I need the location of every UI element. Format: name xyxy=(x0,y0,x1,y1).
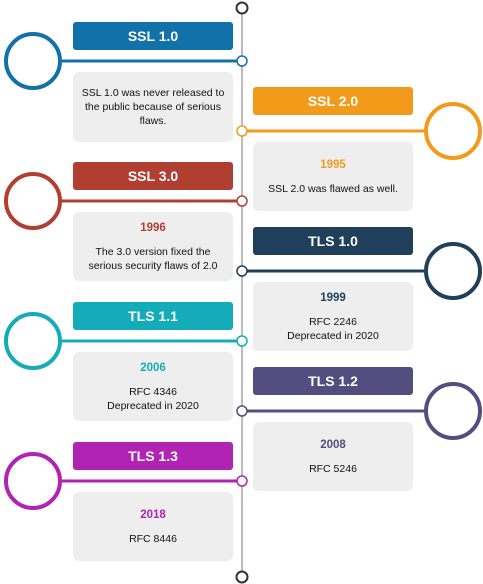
event-title-tls-1-1: TLS 1.1 xyxy=(73,302,233,330)
event-year-ssl-3-0: 1996 xyxy=(140,221,166,234)
event-year-tls-1-2: 2008 xyxy=(320,438,346,451)
ring-tls-1-0 xyxy=(424,242,482,300)
ring-ssl-1-0 xyxy=(4,32,62,90)
event-title-tls-1-0: TLS 1.0 xyxy=(253,227,413,255)
event-desc-ssl-1-0: SSL 1.0 was never released to the public… xyxy=(81,87,225,127)
ring-ssl-2-0 xyxy=(424,102,482,160)
event-desc-tls-1-1: RFC 4346 Deprecated in 2020 xyxy=(107,385,199,412)
timeline-start-node xyxy=(235,1,249,15)
node-ssl-1-0 xyxy=(236,55,248,67)
event-title-ssl-3-0: SSL 3.0 xyxy=(73,162,233,190)
event-card-tls-1-3: 2018 RFC 8446 xyxy=(73,492,233,561)
node-tls-1-0 xyxy=(236,265,248,277)
event-card-tls-1-2: 2008 RFC 5246 xyxy=(253,422,413,491)
node-ssl-3-0 xyxy=(236,195,248,207)
node-tls-1-1 xyxy=(236,335,248,347)
event-title-tls-1-3: TLS 1.3 xyxy=(73,442,233,470)
ring-tls-1-2 xyxy=(424,382,482,440)
event-year-tls-1-3: 2018 xyxy=(140,508,166,521)
node-tls-1-2 xyxy=(236,405,248,417)
timeline-end-node xyxy=(235,570,249,584)
event-title-ssl-1-0: SSL 1.0 xyxy=(73,22,233,50)
event-year-ssl-2-0: 1995 xyxy=(320,158,346,171)
event-title-tls-1-2: TLS 1.2 xyxy=(253,367,413,395)
event-card-tls-1-0: 1999 RFC 2246 Deprecated in 2020 xyxy=(253,282,413,351)
ring-ssl-3-0 xyxy=(4,172,62,230)
event-card-ssl-2-0: 1995 SSL 2.0 was flawed as well. xyxy=(253,142,413,211)
event-card-ssl-1-0: SSL 1.0 was never released to the public… xyxy=(73,72,233,142)
event-year-tls-1-1: 2006 xyxy=(140,361,166,374)
event-desc-tls-1-3: RFC 8446 xyxy=(129,532,177,545)
ring-tls-1-3 xyxy=(4,452,62,510)
event-year-tls-1-0: 1999 xyxy=(320,291,346,304)
node-ssl-2-0 xyxy=(236,125,248,137)
event-desc-ssl-2-0: SSL 2.0 was flawed as well. xyxy=(268,182,398,195)
node-tls-1-3 xyxy=(236,475,248,487)
event-desc-tls-1-2: RFC 5246 xyxy=(309,462,357,475)
event-title-ssl-2-0: SSL 2.0 xyxy=(253,87,413,115)
event-card-ssl-3-0: 1996 The 3.0 version fixed the serious s… xyxy=(73,212,233,281)
event-desc-tls-1-0: RFC 2246 Deprecated in 2020 xyxy=(287,315,379,342)
ring-tls-1-1 xyxy=(4,312,62,370)
event-desc-ssl-3-0: The 3.0 version fixed the serious securi… xyxy=(88,245,218,272)
event-card-tls-1-1: 2006 RFC 4346 Deprecated in 2020 xyxy=(73,352,233,421)
